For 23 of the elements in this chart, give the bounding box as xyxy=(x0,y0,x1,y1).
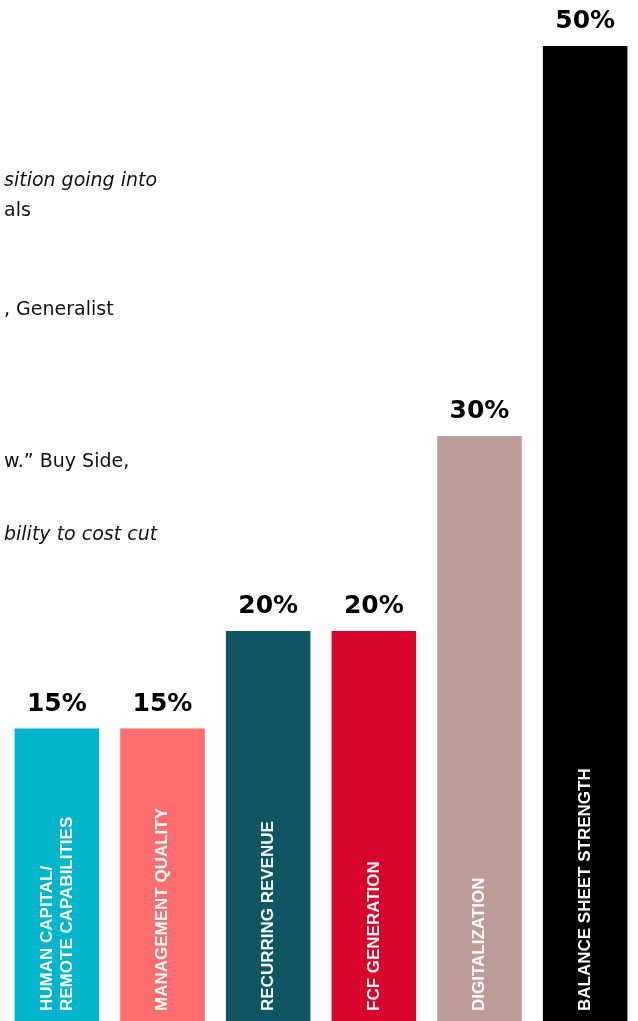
x-tick-label: BALANCE SHEET STRENGTH xyxy=(574,768,594,1011)
bar xyxy=(542,46,628,1021)
data-label: 15% xyxy=(26,687,87,717)
bar xyxy=(437,436,522,1021)
annotation: sition going into xyxy=(4,168,158,190)
x-tick-label: HUMAN CAPITAL/ REMOTE CAPABILITIES xyxy=(36,816,76,1011)
x-tick-label: DIGITALIZATION xyxy=(469,877,489,1011)
data-label: 15% xyxy=(132,687,193,717)
x-tick-label: MANAGEMENT QUALITY xyxy=(152,807,172,1011)
bar xyxy=(225,631,311,1021)
annotation: als xyxy=(4,198,31,220)
data-label: 20% xyxy=(343,590,404,619)
data-label: 20% xyxy=(238,590,299,619)
bar xyxy=(14,728,100,1021)
data-label: 50% xyxy=(555,5,616,34)
x-tick-label: FCF GENERATION xyxy=(363,861,383,1011)
x-tick-label: RECURRING REVENUE xyxy=(257,821,277,1011)
annotation: , Generalist xyxy=(4,297,114,319)
bar xyxy=(331,631,417,1021)
data-label: 30% xyxy=(449,395,510,424)
annotation: w.” Buy Side, xyxy=(4,449,130,471)
annotation: bility to cost cut xyxy=(4,522,158,544)
bar xyxy=(120,728,205,1021)
